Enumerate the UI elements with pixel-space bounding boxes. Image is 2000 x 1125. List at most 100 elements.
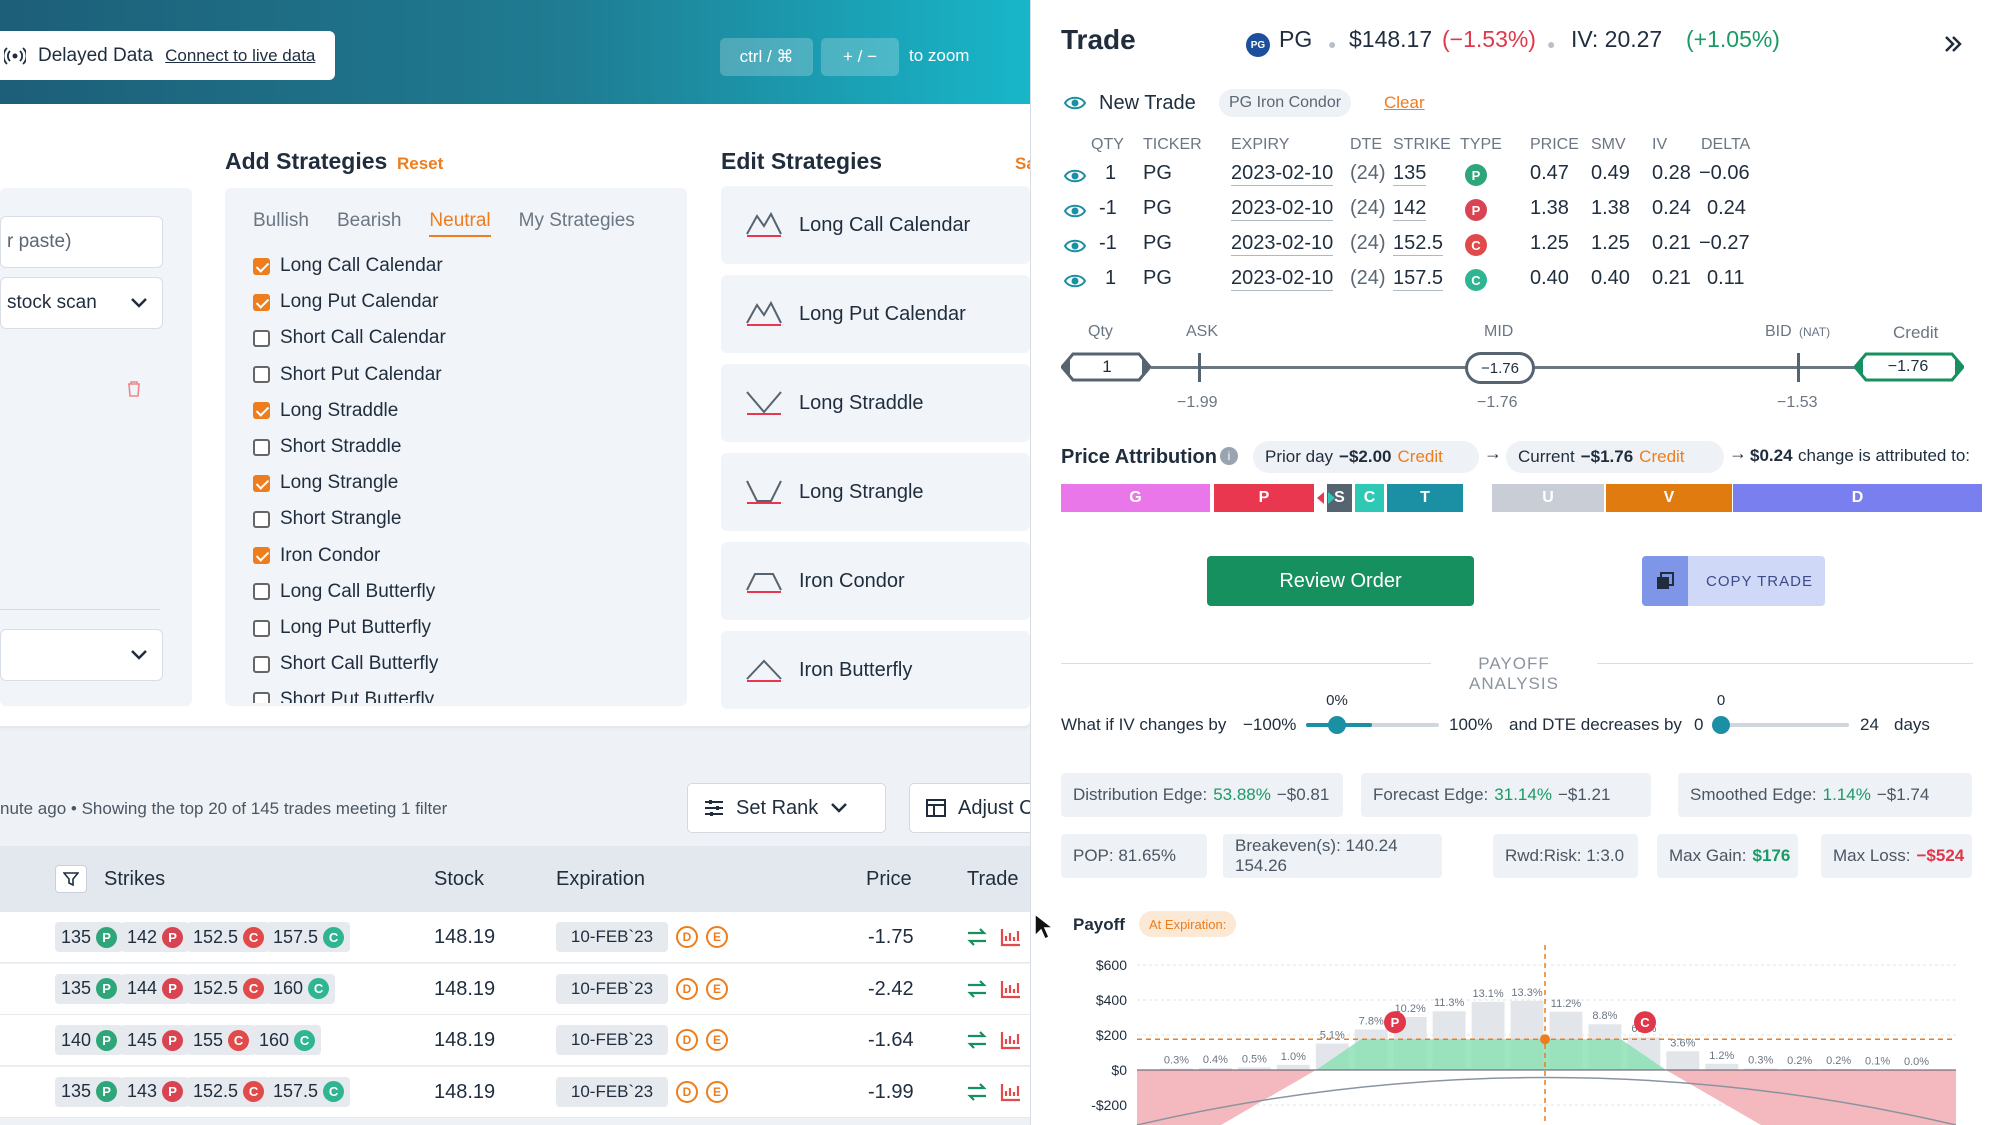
attribution-segment[interactable]: T — [1387, 484, 1463, 512]
checkbox[interactable] — [253, 293, 270, 311]
col-stock[interactable]: Stock — [434, 868, 485, 890]
collapse-icon[interactable] — [1943, 34, 1963, 54]
review-order-button[interactable]: Review Order — [1207, 556, 1474, 606]
checkbox[interactable] — [253, 402, 270, 420]
earnings-icon[interactable]: E — [706, 1029, 728, 1051]
strategy-option[interactable]: Long Strangle — [253, 472, 398, 494]
swap-icon[interactable] — [966, 1082, 988, 1102]
checkbox[interactable] — [253, 619, 270, 637]
edit-strategy-item[interactable]: Iron Condor — [721, 542, 1030, 620]
attribution-segment[interactable]: P — [1214, 484, 1314, 512]
adjust-columns-button[interactable]: Adjust C — [909, 783, 1030, 833]
edit-strategy-item[interactable]: Long Strangle — [721, 453, 1030, 531]
strategy-option[interactable]: Long Put Butterfly — [253, 617, 431, 639]
reset-link[interactable]: Reset — [397, 154, 444, 173]
strategy-option[interactable]: Long Straddle — [253, 400, 398, 422]
leg-qty[interactable]: -1 — [1099, 232, 1117, 254]
swap-icon[interactable] — [966, 927, 988, 947]
chart-icon[interactable] — [1000, 1082, 1022, 1102]
credit-value[interactable]: −1.76 — [1887, 358, 1929, 375]
dividend-icon[interactable]: D — [676, 977, 698, 1000]
leg-expiry[interactable]: 2023-02-10 — [1231, 267, 1334, 291]
eye-icon[interactable] — [1064, 203, 1086, 219]
edit-strategy-item[interactable]: Long Straddle — [721, 364, 1030, 442]
leg-qty[interactable]: 1 — [1105, 162, 1117, 184]
table-row[interactable]: 135 P 143 P 152.5 C 157.5 C 148.19 10-FEB`23 D E -1.… — [0, 1066, 1030, 1118]
eye-icon[interactable] — [1064, 168, 1086, 184]
eye-icon[interactable] — [1064, 273, 1086, 289]
attribution-segment[interactable]: C — [1355, 484, 1384, 512]
copy-trade-button[interactable]: COPY TRADE — [1642, 556, 1825, 606]
checkbox[interactable] — [253, 583, 270, 601]
leg-strike[interactable]: 142 — [1393, 197, 1427, 221]
leg-qty[interactable]: 1 — [1105, 267, 1117, 289]
strategy-option[interactable]: Long Put Calendar — [253, 291, 438, 313]
dividend-icon[interactable]: D — [676, 1080, 698, 1103]
swap-icon[interactable] — [966, 979, 988, 999]
put-marker-icon[interactable] — [1384, 1011, 1406, 1034]
strategy-option[interactable]: Short Call Butterfly — [253, 653, 438, 675]
tab-neutral[interactable]: Neutral — [429, 210, 491, 237]
checkbox[interactable] — [253, 691, 270, 703]
strategy-option[interactable]: Short Straddle — [253, 436, 401, 458]
eye-icon[interactable] — [1064, 238, 1086, 254]
earnings-icon[interactable]: E — [706, 1080, 728, 1103]
mid-handle[interactable]: −1.76 — [1465, 352, 1535, 384]
strategy-option[interactable]: Short Put Butterfly — [253, 689, 434, 703]
expiration-tag[interactable]: At Expiration: — [1139, 911, 1237, 937]
call-marker-icon[interactable] — [1634, 1011, 1656, 1034]
filter-select[interactable] — [0, 629, 163, 681]
checkbox[interactable] — [253, 510, 270, 528]
iv-slider[interactable] — [1306, 723, 1439, 727]
strategy-option[interactable]: Short Call Calendar — [253, 327, 446, 349]
dividend-icon[interactable]: D — [676, 926, 698, 948]
save-link[interactable]: Sa — [1015, 154, 1030, 173]
checkbox[interactable] — [253, 329, 270, 347]
set-rank-button[interactable]: Set Rank — [687, 783, 886, 833]
paste-input[interactable]: r paste) — [0, 216, 163, 268]
connect-live-link[interactable]: Connect to live data — [165, 45, 316, 65]
credit-box[interactable] — [1854, 350, 1964, 384]
leg-expiry[interactable]: 2023-02-10 — [1231, 197, 1334, 221]
trash-icon[interactable] — [126, 380, 142, 398]
checkbox[interactable] — [253, 257, 270, 275]
tab-bullish[interactable]: Bullish — [253, 210, 309, 231]
checkbox[interactable] — [253, 547, 270, 565]
table-row[interactable]: 135 P 142 P 152.5 C 157.5 C 148.19 10-FEB`23 D E -1.… — [0, 912, 1030, 963]
qty-value[interactable]: 1 — [1102, 357, 1112, 376]
spot-marker[interactable] — [1540, 1034, 1550, 1045]
eye-icon[interactable] — [1064, 95, 1086, 111]
dividend-icon[interactable]: D — [676, 1029, 698, 1051]
table-row[interactable]: 140 P 145 P 155 C 160 C 148.19 10-FEB`23 D E -1.64 — [0, 1015, 1030, 1066]
strategy-option[interactable]: Short Put Calendar — [253, 364, 442, 386]
leg-expiry[interactable]: 2023-02-10 — [1231, 162, 1334, 186]
tab-bearish[interactable]: Bearish — [336, 210, 402, 231]
dte-slider-thumb[interactable] — [1712, 716, 1730, 734]
strategy-option[interactable]: Long Call Butterfly — [253, 581, 435, 603]
dte-slider[interactable] — [1718, 723, 1849, 727]
checkbox[interactable] — [253, 655, 270, 673]
checkbox[interactable] — [253, 474, 270, 492]
leg-strike[interactable]: 152.5 — [1393, 232, 1444, 256]
swap-icon[interactable] — [966, 1030, 988, 1050]
clear-link[interactable]: Clear — [1384, 93, 1425, 112]
col-trade[interactable]: Trade — [967, 868, 1019, 890]
qty-stepper[interactable] — [1061, 350, 1151, 384]
strategy-option[interactable]: Short Strangle — [253, 508, 401, 530]
leg-strike[interactable]: 157.5 — [1393, 267, 1444, 291]
attribution-segment[interactable]: G — [1061, 484, 1210, 512]
attribution-segment[interactable]: V — [1606, 484, 1732, 512]
chart-icon[interactable] — [1000, 927, 1022, 947]
attribution-segment[interactable]: U — [1492, 484, 1604, 512]
col-strikes[interactable]: Strikes — [104, 868, 166, 890]
iv-slider-thumb[interactable] — [1328, 716, 1346, 734]
chart-icon[interactable] — [1000, 979, 1022, 999]
earnings-icon[interactable]: E — [706, 926, 728, 948]
leg-expiry[interactable]: 2023-02-10 — [1231, 232, 1334, 256]
tab-my-strategies[interactable]: My Strategies — [518, 210, 635, 231]
edit-strategy-item[interactable]: Iron Butterfly — [721, 631, 1030, 709]
filter-button[interactable] — [55, 865, 87, 893]
chart-icon[interactable] — [1000, 1030, 1022, 1050]
strategy-option[interactable]: Iron Condor — [253, 545, 380, 567]
leg-strike[interactable]: 135 — [1393, 162, 1427, 186]
